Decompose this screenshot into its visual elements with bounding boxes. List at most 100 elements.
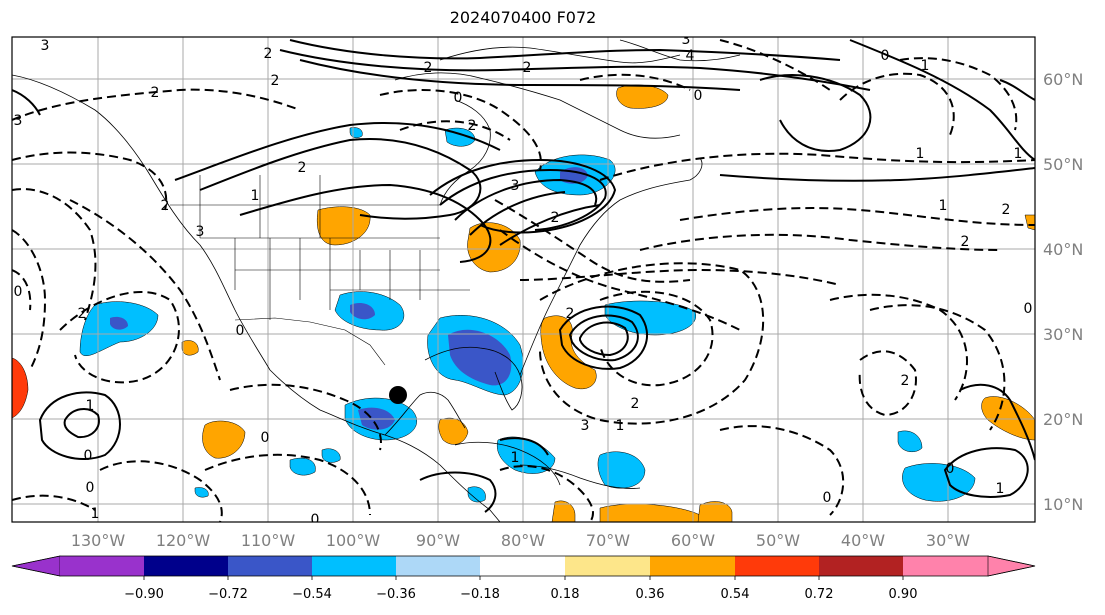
contour-label: 0 (236, 323, 245, 339)
contour-label: 3 (196, 224, 205, 240)
lat-label: 30°N (1043, 325, 1083, 344)
contour-label: 3 (14, 113, 23, 129)
negative-field (467, 486, 486, 503)
colorbar-segment (228, 556, 312, 576)
latitude-labels: 60°N 50°N 40°N 30°N 20°N 10°N (1043, 70, 1083, 514)
contour-label: 3 (511, 178, 520, 194)
contour-label: 1 (91, 506, 100, 522)
colorbar-segment (480, 556, 565, 576)
coastlines (12, 39, 741, 522)
colorbar-segment (987, 555, 1036, 577)
negative-field-core (448, 329, 512, 386)
colorbar-tick: 0.36 (636, 587, 665, 602)
contour-label: 3 (581, 418, 590, 434)
colorbar: −0.90 −0.72 −0.54 −0.36 −0.18 0.18 0.36 … (11, 555, 1036, 602)
positive-field (202, 420, 246, 459)
colorbar-segment (11, 555, 61, 577)
contour-label: 0 (86, 480, 95, 496)
black-dot (389, 386, 407, 404)
contour-label: 0 (1024, 301, 1033, 317)
contour-label: 2 (424, 60, 433, 76)
contour-label: 2 (468, 118, 477, 134)
lon-label: 30°W (926, 531, 970, 550)
contour-label: 2 (78, 306, 87, 322)
colorbar-tick: 0.18 (551, 587, 580, 602)
contour-label: 3 (41, 38, 50, 54)
contour-label: 2 (901, 373, 910, 389)
contour-label: 1 (939, 198, 948, 214)
contour-label: 0 (454, 90, 463, 106)
lon-label: 40°W (841, 531, 885, 550)
colorbar-tick: −0.72 (208, 587, 248, 602)
contour-label: 2 (264, 46, 273, 62)
political-borders (170, 175, 470, 366)
contour-label: 1 (616, 418, 625, 434)
contour-label: 2 (161, 198, 170, 214)
contour-label: 0 (694, 88, 703, 104)
negative-field (289, 457, 316, 476)
colorbar-segment (396, 556, 480, 576)
lon-label: 100°W (326, 531, 381, 550)
negative-field (897, 430, 923, 453)
lon-label: 70°W (586, 531, 630, 550)
colorbar-segment (144, 556, 228, 576)
negative-field (194, 487, 209, 498)
lon-label: 120°W (156, 531, 211, 550)
colorbar-segment (60, 556, 144, 576)
contour-label: 4 (686, 48, 695, 64)
positive-field (551, 500, 576, 522)
colorbar-tick: −0.18 (460, 587, 500, 602)
contour-labels: 3 2 2 2 3 4 0 0 1 1 1 2 2 0 2 1 2 3 2 2 … (14, 32, 1033, 528)
negative-field (902, 463, 976, 502)
contour-label: 2 (523, 60, 532, 76)
contour-label: 1 (1014, 146, 1023, 162)
lat-label: 40°N (1043, 240, 1083, 259)
contour-label: 2 (551, 210, 560, 226)
negative-field (321, 448, 341, 463)
colorbar-segment (565, 556, 650, 576)
contour-label: 0 (823, 490, 832, 506)
contour-label: 2 (298, 160, 307, 176)
contour-label: 1 (86, 398, 95, 414)
lon-label: 110°W (241, 531, 296, 550)
contour-label: 0 (881, 48, 890, 64)
positive-field (438, 417, 469, 445)
negative-field-core (350, 303, 375, 320)
contour-label: 0 (311, 512, 320, 528)
colorbar-tick: −0.36 (376, 587, 416, 602)
graticule (12, 37, 1035, 522)
negative-field (597, 451, 646, 489)
lon-label: 60°W (671, 531, 715, 550)
lat-label: 60°N (1043, 70, 1083, 89)
colorbar-segment (735, 556, 819, 576)
colorbar-segment (312, 556, 396, 576)
contour-label: 0 (84, 448, 93, 464)
contour-label: 1 (996, 481, 1005, 497)
positive-field (697, 501, 733, 522)
colorbar-tick: 0.90 (889, 587, 918, 602)
contour-label: 2 (1002, 202, 1011, 218)
contour-label: 0 (14, 284, 23, 300)
lat-label: 50°N (1043, 155, 1083, 174)
lon-label: 80°W (501, 531, 545, 550)
map-border (11, 36, 1036, 523)
contour-label: 2 (151, 85, 160, 101)
colorbar-segment (903, 556, 988, 576)
colorbar-outline (11, 555, 1036, 577)
contour-label: 1 (511, 450, 520, 466)
lon-label: 90°W (416, 531, 460, 550)
contour-label: 3 (682, 32, 691, 48)
colorbar-tick: −0.90 (124, 587, 164, 602)
colorbar-segment (819, 556, 903, 576)
negative-field-core (110, 316, 128, 330)
contour-label: 2 (566, 306, 575, 322)
lon-label: 130°W (71, 531, 126, 550)
lat-label: 20°N (1043, 410, 1083, 429)
longitude-labels: 130°W 120°W 110°W 100°W 90°W 80°W 70°W 6… (71, 531, 970, 550)
contour-label: 2 (631, 396, 640, 412)
lon-label: 50°W (756, 531, 800, 550)
contour-label: 0 (946, 461, 955, 477)
contour-label: 2 (271, 73, 280, 89)
map-title: 2024070400 F072 (449, 8, 597, 27)
